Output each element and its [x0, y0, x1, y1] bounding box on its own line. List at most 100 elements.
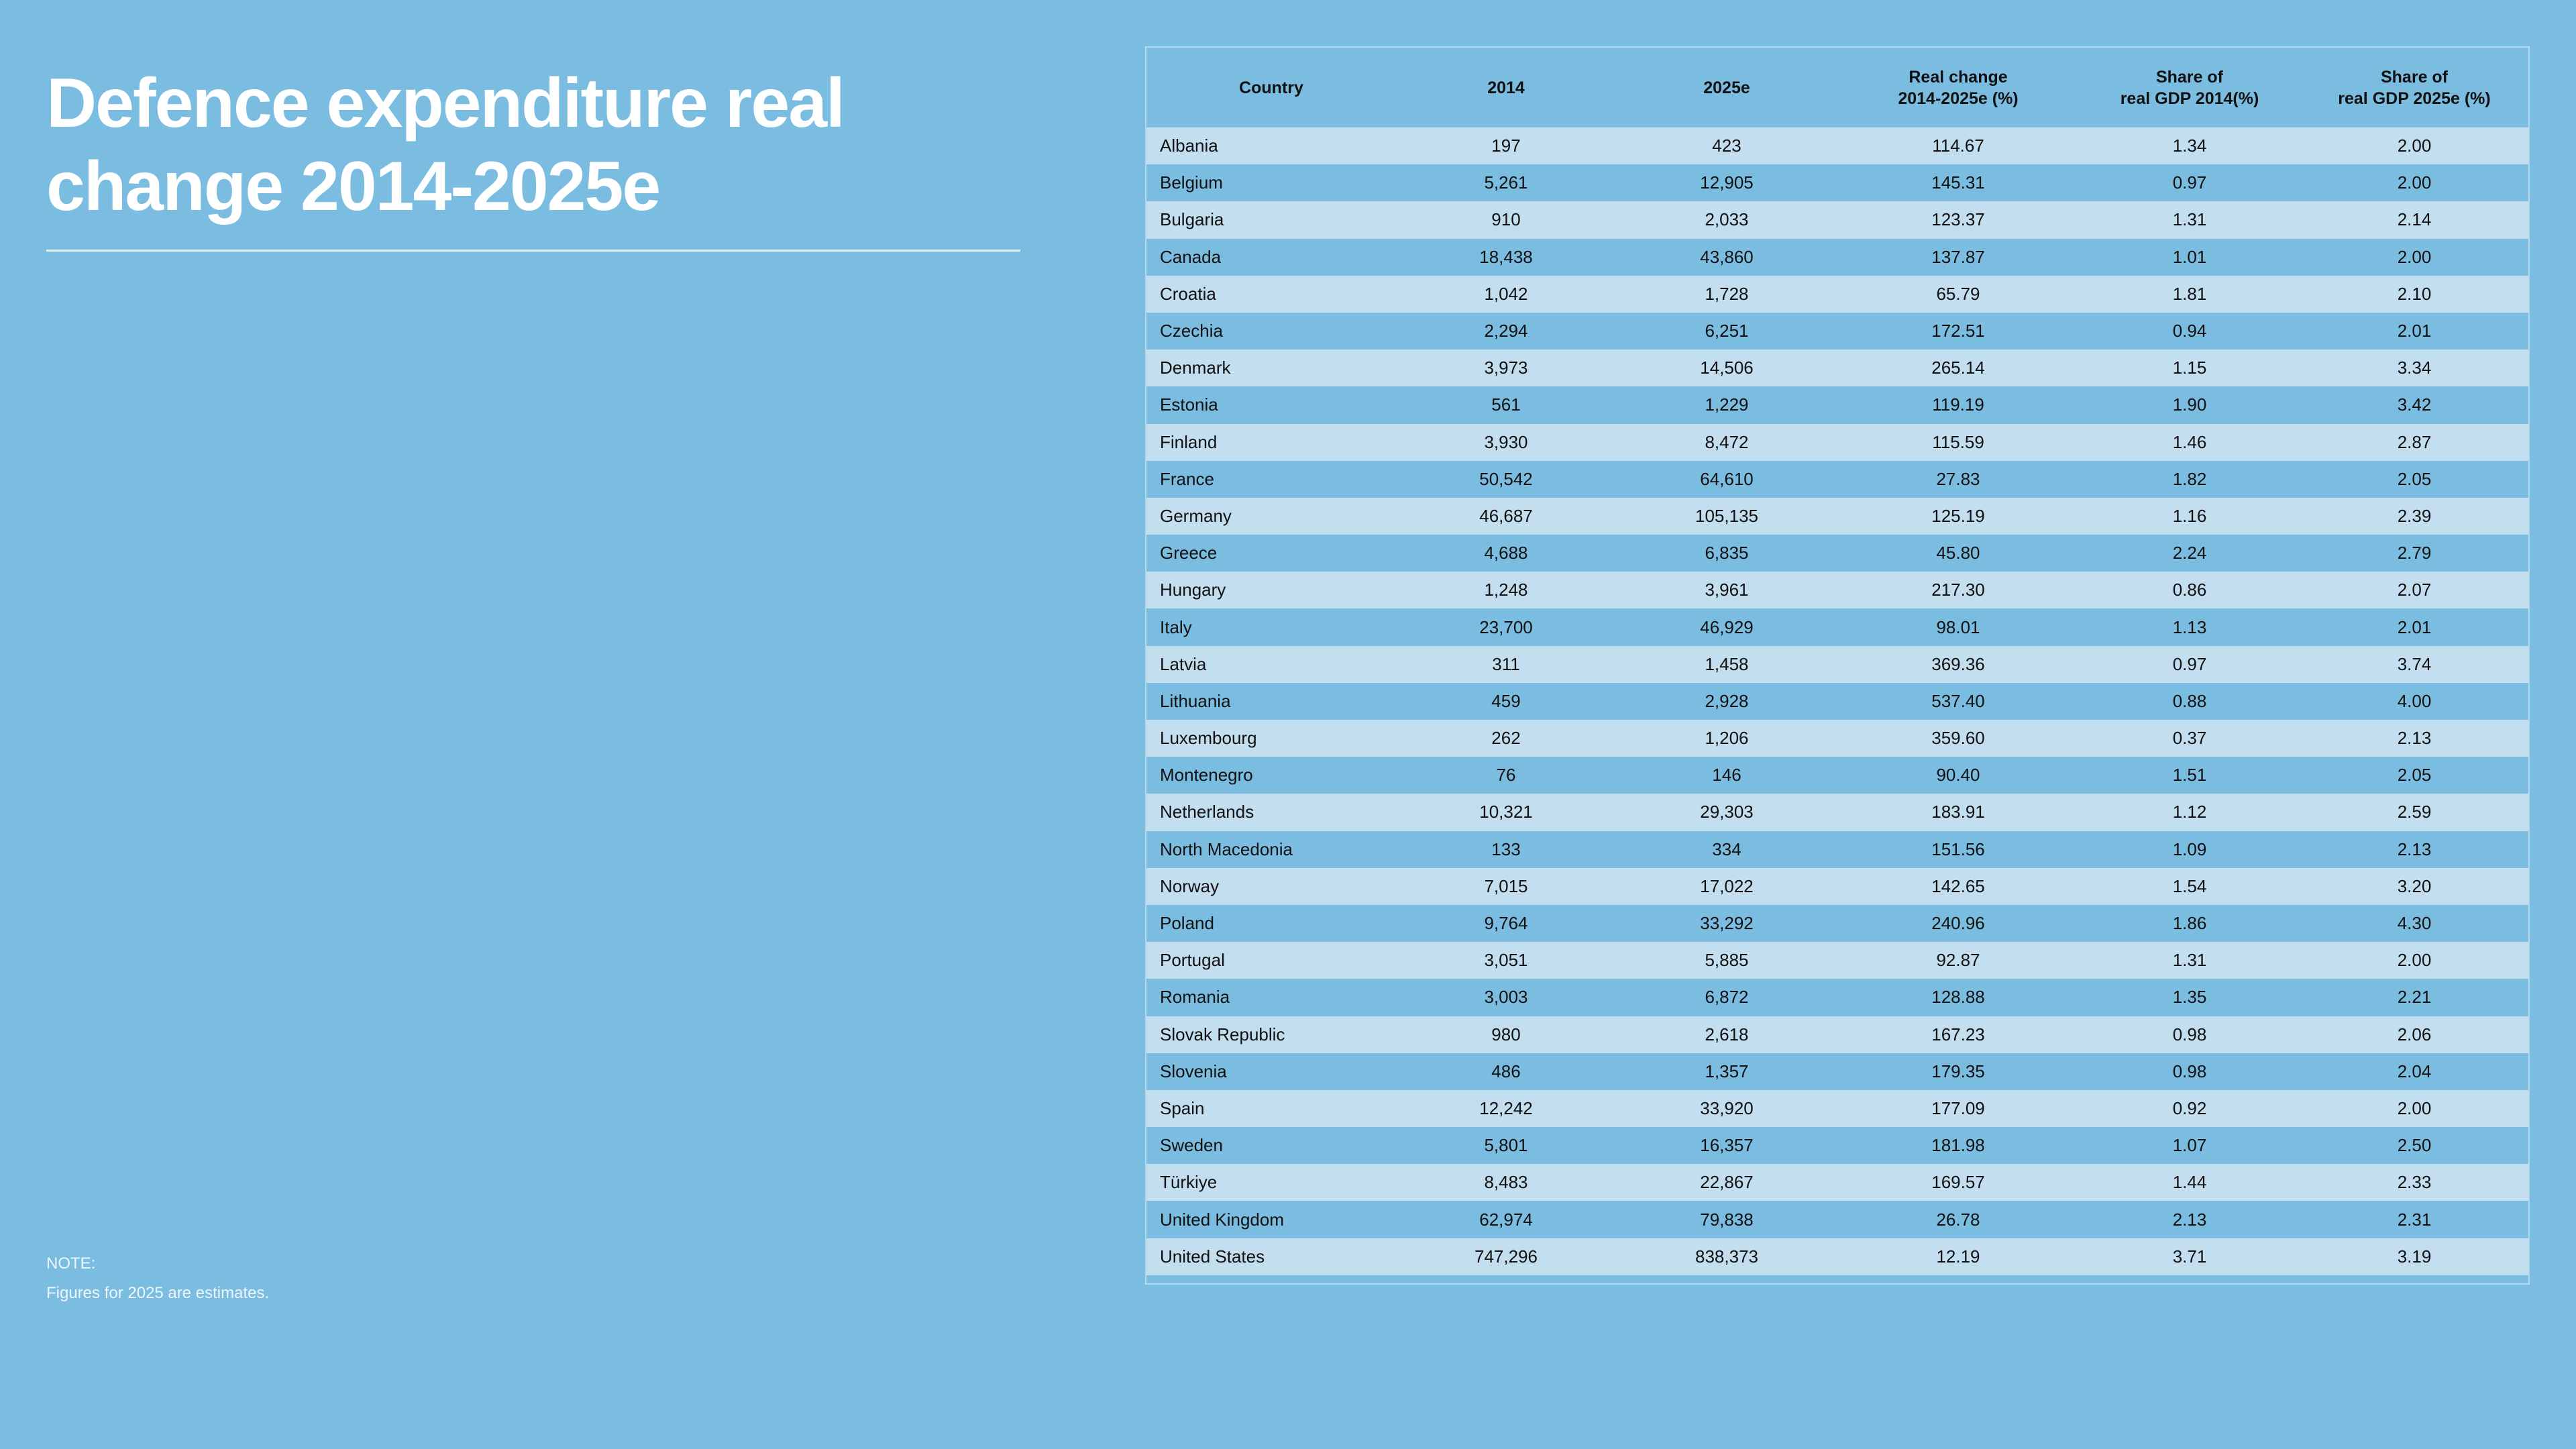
value-cell: 1.46 — [2079, 423, 2300, 461]
table-row: Albania 197 423 114.67 1.34 2.00 — [1146, 127, 2528, 165]
value-cell: 197 — [1396, 127, 1616, 165]
value-cell: 2.00 — [2300, 1089, 2528, 1128]
table-row: Estonia 561 1,229 119.19 1.90 3.42 — [1146, 386, 2528, 424]
value-cell: 12,905 — [1616, 164, 1837, 202]
value-cell: 3.20 — [2300, 867, 2528, 905]
country-cell: North Macedonia — [1146, 830, 1396, 868]
value-cell: 10,321 — [1396, 794, 1616, 831]
value-cell: 114.67 — [1837, 127, 2079, 165]
value-cell: 12,242 — [1396, 1089, 1616, 1128]
table-row: Czechia 2,294 6,251 172.51 0.94 2.01 — [1146, 312, 2528, 350]
value-cell: 2.00 — [2300, 942, 2528, 979]
country-cell: Canada — [1146, 238, 1396, 276]
value-cell: 9,764 — [1396, 904, 1616, 943]
country-cell: Belgium — [1146, 164, 1396, 202]
table-row: United Kingdom 62,974 79,838 26.78 2.13 2.31 — [1146, 1201, 2528, 1238]
value-cell: 2.13 — [2300, 720, 2528, 757]
value-cell: 2.13 — [2300, 830, 2528, 868]
value-cell: 4.30 — [2300, 904, 2528, 943]
value-cell: 0.98 — [2079, 1016, 2300, 1053]
country-cell: Netherlands — [1146, 794, 1396, 831]
value-cell: 2.59 — [2300, 794, 2528, 831]
table-row: Belgium 5,261 12,905 145.31 0.97 2.00 — [1146, 164, 2528, 202]
table-row: United States 747,296 838,373 12.19 3.71 3.19 — [1146, 1238, 2528, 1275]
value-cell: 0.88 — [2079, 682, 2300, 720]
table-row: Finland 3,930 8,472 115.59 1.46 2.87 — [1146, 423, 2528, 461]
value-cell: 3,961 — [1616, 572, 1837, 609]
country-cell: Croatia — [1146, 275, 1396, 313]
value-cell: 1.09 — [2079, 830, 2300, 868]
value-cell: 3.19 — [2300, 1238, 2528, 1275]
country-cell: Portugal — [1146, 942, 1396, 979]
value-cell: 3,051 — [1396, 942, 1616, 979]
note: NOTE: Figures for 2025 are estimates. — [46, 1249, 269, 1308]
value-cell: 18,438 — [1396, 238, 1616, 276]
value-cell: 90.40 — [1837, 757, 2079, 794]
country-cell: France — [1146, 460, 1396, 498]
table-row: Poland 9,764 33,292 240.96 1.86 4.30 — [1146, 904, 2528, 943]
country-cell: Spain — [1146, 1089, 1396, 1128]
column-header: 2014 — [1487, 78, 1525, 97]
value-cell: 3,930 — [1396, 423, 1616, 461]
value-cell: 33,292 — [1616, 904, 1837, 943]
value-cell: 2.01 — [2300, 312, 2528, 350]
value-cell: 26.78 — [1837, 1201, 2079, 1238]
value-cell: 2.31 — [2300, 1201, 2528, 1238]
value-cell: 179.35 — [1837, 1053, 2079, 1090]
value-cell: 142.65 — [1837, 867, 2079, 905]
value-cell: 1.13 — [2079, 608, 2300, 646]
value-cell: 2.04 — [2300, 1053, 2528, 1090]
value-cell: 65.79 — [1837, 275, 2079, 313]
value-cell: 1.01 — [2079, 238, 2300, 276]
table-row: Romania 3,003 6,872 128.88 1.35 2.21 — [1146, 979, 2528, 1016]
country-cell: Türkiye — [1146, 1164, 1396, 1201]
value-cell: 8,483 — [1396, 1164, 1616, 1201]
value-cell: 910 — [1396, 201, 1616, 239]
value-cell: 5,885 — [1616, 942, 1837, 979]
value-cell: 359.60 — [1837, 720, 2079, 757]
value-cell: 2.33 — [2300, 1164, 2528, 1201]
value-cell: 5,261 — [1396, 164, 1616, 202]
value-cell: 125.19 — [1837, 497, 2079, 535]
table-row: Croatia 1,042 1,728 65.79 1.81 2.10 — [1146, 275, 2528, 313]
table-row: Portugal 3,051 5,885 92.87 1.31 2.00 — [1146, 942, 2528, 979]
value-cell: 561 — [1396, 386, 1616, 424]
value-cell: 8,472 — [1616, 423, 1837, 461]
table-container: Country 2014 2025e Real change 2014-2025e (… — [1145, 46, 2530, 1285]
table-row: Slovenia 486 1,357 179.35 0.98 2.04 — [1146, 1053, 2528, 1090]
country-cell: Germany — [1146, 497, 1396, 535]
value-cell: 0.97 — [2079, 164, 2300, 202]
value-cell: 2.87 — [2300, 423, 2528, 461]
value-cell: 486 — [1396, 1053, 1616, 1090]
value-cell: 128.88 — [1837, 979, 2079, 1016]
table-row: Slovak Republic 980 2,618 167.23 0.98 2.06 — [1146, 1016, 2528, 1053]
value-cell: 3.71 — [2079, 1238, 2300, 1275]
value-cell: 22,867 — [1616, 1164, 1837, 1201]
value-cell: 1,357 — [1616, 1053, 1837, 1090]
value-cell: 177.09 — [1837, 1089, 2079, 1128]
value-cell: 17,022 — [1616, 867, 1837, 905]
value-cell: 0.86 — [2079, 572, 2300, 609]
value-cell: 537.40 — [1837, 682, 2079, 720]
value-cell: 50,542 — [1396, 460, 1616, 498]
value-cell: 0.92 — [2079, 1089, 2300, 1128]
value-cell: 183.91 — [1837, 794, 2079, 831]
value-cell: 2.21 — [2300, 979, 2528, 1016]
value-cell: 334 — [1616, 830, 1837, 868]
value-cell: 43,860 — [1616, 238, 1837, 276]
value-cell: 115.59 — [1837, 423, 2079, 461]
value-cell: 1.12 — [2079, 794, 2300, 831]
column-header: Real change 2014-2025e (%) — [1898, 67, 2019, 108]
value-cell: 1,248 — [1396, 572, 1616, 609]
value-cell: 119.19 — [1837, 386, 2079, 424]
value-cell: 7,015 — [1396, 867, 1616, 905]
value-cell: 2,294 — [1396, 312, 1616, 350]
value-cell: 64,610 — [1616, 460, 1837, 498]
value-cell: 1.51 — [2079, 757, 2300, 794]
value-cell: 1.81 — [2079, 275, 2300, 313]
value-cell: 1.90 — [2079, 386, 2300, 424]
value-cell: 2.14 — [2300, 201, 2528, 239]
table-row: France 50,542 64,610 27.83 1.82 2.05 — [1146, 460, 2528, 498]
value-cell: 1.31 — [2079, 942, 2300, 979]
